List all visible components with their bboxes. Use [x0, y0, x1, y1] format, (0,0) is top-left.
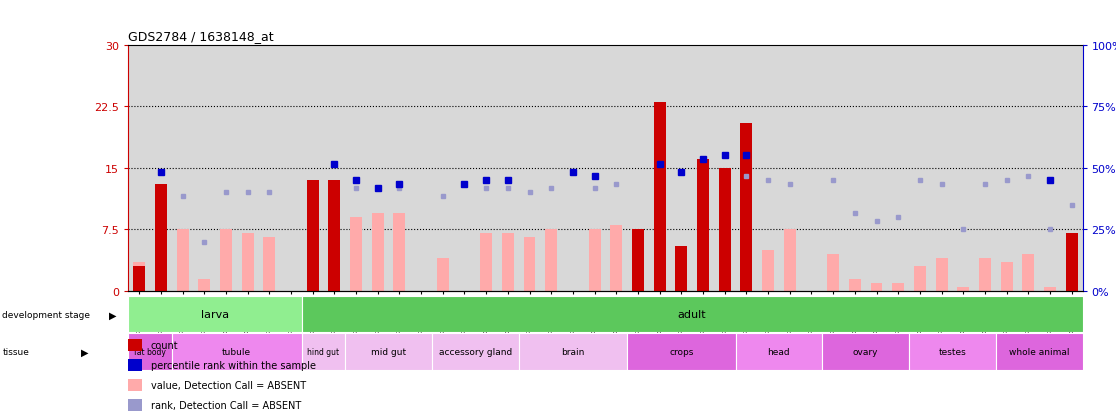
Bar [735, 333, 822, 370]
Bar [935, 259, 947, 291]
Text: accessory gland: accessory gland [439, 347, 512, 356]
Bar [995, 333, 1083, 370]
Bar [627, 333, 735, 370]
Bar [432, 333, 519, 370]
Bar [632, 230, 644, 291]
Bar [155, 185, 166, 291]
Bar [719, 169, 731, 291]
Bar [301, 296, 1083, 332]
Bar [1066, 234, 1078, 291]
Bar [675, 246, 687, 291]
Bar [588, 230, 600, 291]
Bar [892, 283, 904, 291]
Text: ovary: ovary [853, 347, 878, 356]
Bar [610, 225, 623, 291]
Bar [172, 333, 301, 370]
Text: ▶: ▶ [109, 310, 117, 320]
Bar [914, 267, 926, 291]
Bar [1045, 287, 1056, 291]
Bar [502, 234, 513, 291]
Bar [328, 250, 340, 291]
Bar [740, 123, 752, 291]
Text: fat body: fat body [134, 347, 166, 356]
Bar [394, 214, 405, 291]
Bar [480, 234, 492, 291]
Text: tissue: tissue [2, 347, 29, 356]
Bar [372, 214, 384, 291]
Text: whole animal: whole animal [1009, 347, 1069, 356]
Bar [328, 180, 340, 291]
Bar [654, 103, 665, 291]
Text: rank, Detection Call = ABSENT: rank, Detection Call = ABSENT [151, 400, 301, 410]
Text: percentile rank within the sample: percentile rank within the sample [151, 360, 316, 370]
Text: head: head [768, 347, 790, 356]
Bar [1001, 263, 1012, 291]
Bar [176, 230, 189, 291]
Bar [910, 333, 995, 370]
Text: crops: crops [670, 347, 693, 356]
Bar [958, 287, 969, 291]
Bar [436, 259, 449, 291]
Text: ▶: ▶ [81, 347, 89, 357]
Bar [345, 333, 432, 370]
Bar [301, 333, 345, 370]
Bar [307, 180, 319, 291]
Text: development stage: development stage [2, 311, 90, 320]
Text: hind gut: hind gut [307, 347, 339, 356]
Bar [740, 259, 752, 291]
Text: brain: brain [561, 347, 585, 356]
Bar [849, 279, 860, 291]
Bar [546, 230, 557, 291]
Text: value, Detection Call = ABSENT: value, Detection Call = ABSENT [151, 380, 306, 390]
Bar [133, 263, 145, 291]
Bar [128, 333, 172, 370]
Text: adult: adult [677, 309, 706, 319]
Bar [979, 259, 991, 291]
Bar [698, 160, 709, 291]
Text: larva: larva [201, 309, 229, 319]
Bar [1066, 275, 1078, 291]
Bar [242, 234, 253, 291]
Bar [220, 230, 232, 291]
Bar [1022, 254, 1035, 291]
Bar [133, 267, 145, 291]
Bar [263, 238, 276, 291]
Bar [822, 333, 910, 370]
Bar [350, 218, 362, 291]
Bar [307, 250, 319, 291]
Bar [523, 238, 536, 291]
Bar [199, 279, 210, 291]
Text: tubule: tubule [222, 347, 251, 356]
Bar [128, 296, 301, 332]
Text: testes: testes [939, 347, 966, 356]
Bar [783, 230, 796, 291]
Text: mid gut: mid gut [371, 347, 406, 356]
Bar [827, 254, 839, 291]
Bar [762, 250, 775, 291]
Text: GDS2784 / 1638148_at: GDS2784 / 1638148_at [128, 30, 273, 43]
Bar [870, 283, 883, 291]
Text: count: count [151, 340, 179, 350]
Bar [519, 333, 627, 370]
